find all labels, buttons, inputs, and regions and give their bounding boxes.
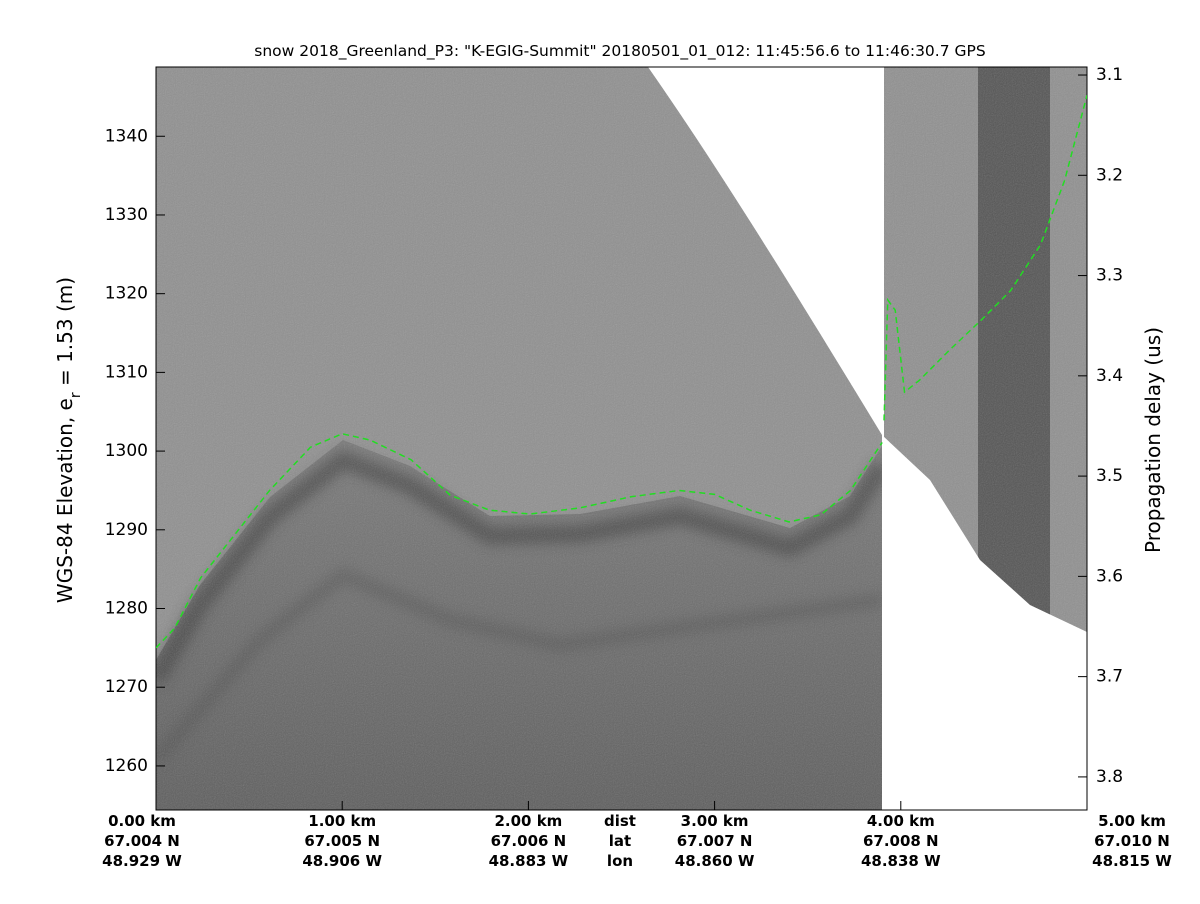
y2-tick-label: 3.2 (1096, 165, 1123, 185)
lat-label: 67.008 N (863, 832, 939, 850)
y2-tick-label: 3.1 (1096, 65, 1123, 85)
lat-label: 67.006 N (491, 832, 567, 850)
y2-tick-label: 3.5 (1096, 466, 1123, 486)
x-tick-label: 4.00 km (867, 812, 935, 830)
plot-frame (155, 66, 1088, 811)
y-tick-label: 1310 (105, 362, 148, 382)
y-tick-label: 1330 (105, 205, 148, 225)
lat-label: 67.007 N (677, 832, 753, 850)
y2-axis-title: Propagation delay (us) (1141, 327, 1165, 553)
y2-tick-label: 3.7 (1096, 667, 1123, 687)
y-tick-label: 1320 (105, 284, 148, 304)
x-tick-label: 2.00 km (494, 812, 562, 830)
row-name: lon (607, 852, 633, 870)
lon-label: 48.906 W (302, 852, 382, 870)
x-tick-label: 5.00 km (1098, 812, 1166, 830)
x-tick-label: 3.00 km (681, 812, 749, 830)
y2-tick-label: 3.6 (1096, 566, 1123, 586)
echogram (156, 67, 1087, 810)
y-tick-label: 1290 (105, 520, 148, 540)
y2-tick-label: 3.8 (1096, 767, 1123, 787)
x-tick-label: 1.00 km (308, 812, 376, 830)
lon-label: 48.860 W (675, 852, 755, 870)
y-tick-label: 1280 (105, 599, 148, 619)
lon-label: 48.838 W (861, 852, 941, 870)
chart-title: snow 2018_Greenland_P3: "K-EGIG-Summit" … (254, 42, 985, 61)
lon-label: 48.815 W (1092, 852, 1172, 870)
y-tick-label: 1340 (105, 126, 148, 146)
y-label-sub: r (68, 392, 84, 398)
y-axis-title: WGS-84 Elevation, er = 1.53 (m) (53, 277, 84, 603)
lat-label: 67.010 N (1094, 832, 1170, 850)
x-tick-label: 0.00 km (108, 812, 176, 830)
y-tick-label: 1260 (105, 756, 148, 776)
y-tick-label: 1300 (105, 441, 148, 461)
lat-label: 67.004 N (104, 832, 180, 850)
surface-line (156, 95, 1087, 649)
row-name: lat (609, 832, 631, 850)
y-label-main: WGS-84 Elevation, e (53, 398, 77, 603)
lon-label: 48.929 W (102, 852, 182, 870)
y-tick-label: 1270 (105, 677, 148, 697)
lat-label: 67.005 N (304, 832, 380, 850)
y2-tick-label: 3.3 (1096, 266, 1123, 286)
y2-tick-label: 3.4 (1096, 366, 1123, 386)
y-label-end: = 1.53 (m) (53, 277, 77, 392)
row-name: dist (604, 812, 636, 830)
lon-label: 48.883 W (489, 852, 569, 870)
